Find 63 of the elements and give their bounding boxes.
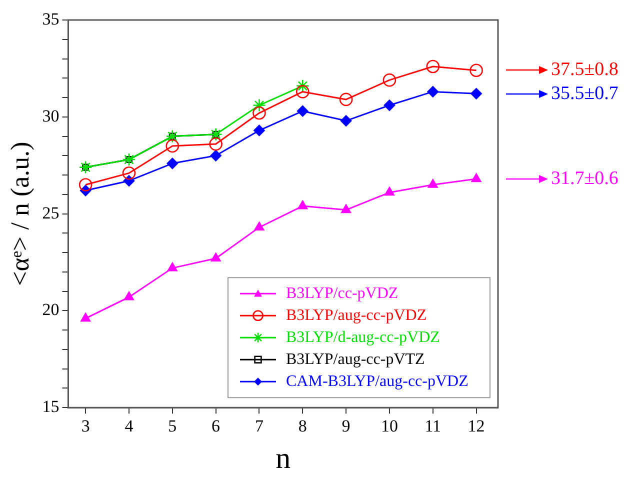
- x-tick-label: 8: [298, 416, 307, 436]
- x-tick-label: 5: [168, 416, 177, 436]
- point: [124, 291, 134, 300]
- point: [339, 92, 353, 106]
- x-tick-label: 9: [342, 416, 350, 436]
- point: [209, 137, 222, 151]
- point: [210, 150, 222, 162]
- legend-label: B3LYP/aug-cc-pVDZ: [286, 306, 427, 324]
- x-tick-label: 12: [468, 416, 485, 436]
- point: [168, 132, 176, 140]
- legend-label: B3LYP/cc-pVDZ: [286, 284, 398, 302]
- legend-label: B3LYP/d-aug-cc-pVDZ: [286, 328, 440, 346]
- point: [384, 100, 396, 111]
- point: [296, 85, 310, 98]
- point: [80, 312, 91, 322]
- point: [382, 73, 396, 87]
- point: [254, 124, 265, 136]
- x-axis-title: n: [276, 442, 291, 475]
- x-tick-label: 10: [380, 416, 398, 436]
- text: 35.5±0.7: [551, 82, 618, 105]
- x-tick-label: 7: [254, 416, 264, 436]
- point: [166, 130, 180, 143]
- y-tick-label: 35: [42, 9, 60, 28]
- point: [296, 105, 308, 117]
- point: [428, 179, 438, 188]
- point: [427, 86, 439, 98]
- x-tick-label: 11: [424, 416, 442, 436]
- legend-label: CAM-B3LYP/aug-cc-pVDZ: [286, 372, 468, 390]
- point: [122, 166, 136, 180]
- point: [252, 106, 266, 120]
- text: 37.5±0.8: [551, 59, 618, 82]
- point: [167, 262, 178, 272]
- point: [470, 88, 482, 100]
- point: [82, 164, 90, 171]
- y-tick-label: 20: [42, 300, 60, 320]
- point: [252, 98, 266, 112]
- text: 31.7±0.6: [551, 168, 618, 190]
- point: [340, 115, 352, 126]
- point: [296, 79, 310, 93]
- y-axis-title: <αᵉ> / n (a.u.): [5, 142, 34, 286]
- point: [471, 173, 482, 182]
- point: [298, 200, 308, 210]
- point: [78, 160, 92, 174]
- point: [470, 64, 483, 78]
- point: [426, 60, 440, 74]
- point: [166, 158, 178, 170]
- point: [209, 128, 222, 141]
- x-tick-label: 4: [124, 416, 134, 436]
- point: [122, 152, 136, 166]
- point: [166, 139, 180, 153]
- point: [341, 204, 352, 214]
- y-tick-label: 25: [42, 203, 60, 222]
- x-tick-label: 6: [212, 416, 220, 436]
- point: [384, 186, 394, 196]
- x-tick-label: 3: [81, 416, 90, 436]
- point: [254, 222, 264, 231]
- legend-label: B3LYP/aug-cc-pVTZ: [286, 350, 425, 368]
- y-tick-label: 15: [42, 397, 60, 416]
- point: [212, 130, 220, 138]
- point: [210, 252, 221, 262]
- point: [126, 156, 132, 164]
- y-tick-label: 30: [42, 106, 60, 126]
- point: [78, 178, 92, 192]
